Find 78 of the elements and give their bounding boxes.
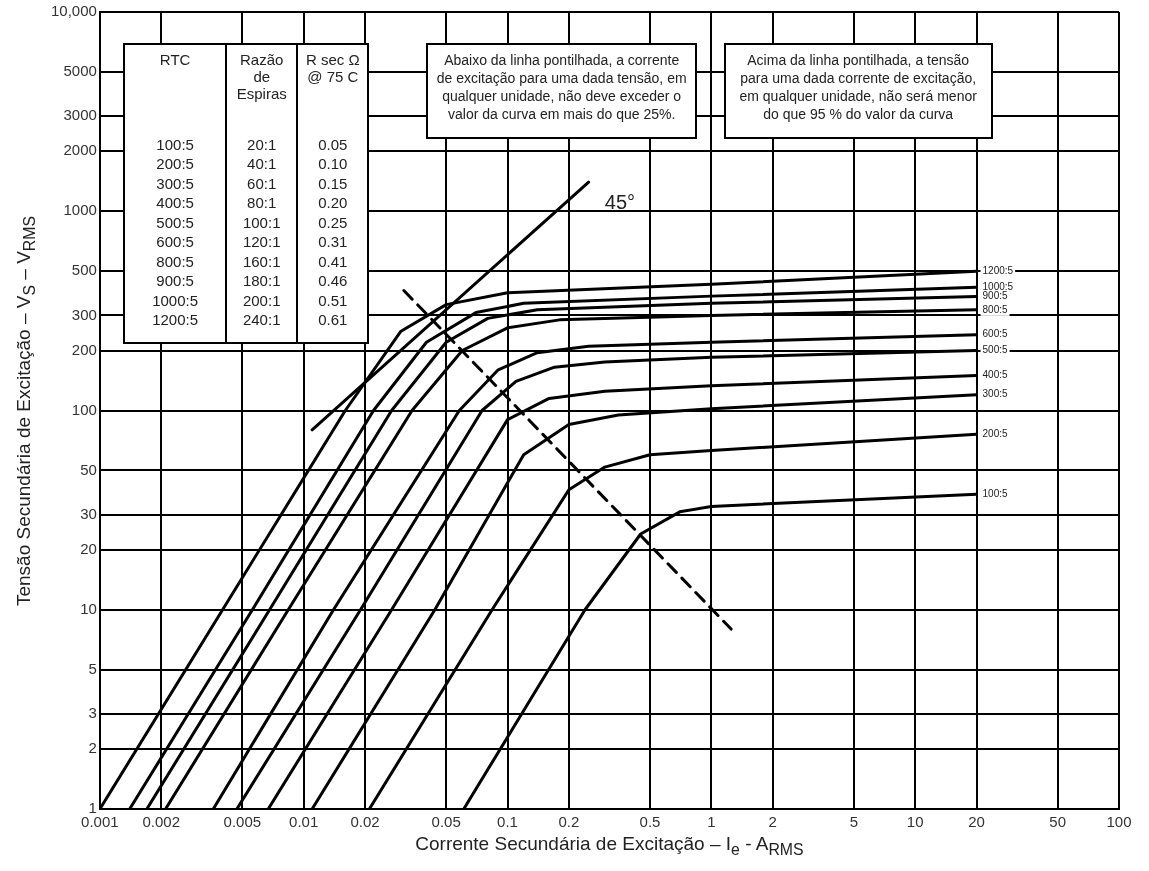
y-tick-label: 20	[80, 539, 97, 557]
x-tick-label: 0.2	[558, 813, 580, 830]
x-tick-label: 1	[707, 813, 716, 830]
annotation: 200:1	[242, 291, 281, 309]
y-tick-label: 10	[80, 599, 97, 617]
annotation: 900:5	[156, 272, 194, 290]
series-label: 1000:5	[982, 281, 1014, 293]
annotation: 40:1	[247, 155, 277, 173]
annotation: 500:5	[156, 213, 194, 231]
series-label: 900:5	[982, 290, 1008, 302]
annotation: 240:1	[242, 311, 281, 329]
annotation: 0.46	[318, 272, 348, 290]
y-tick-label: 50	[80, 460, 97, 478]
x-axis-title: Corrente Secundária de Excitação – I$_{e}$ - A$_{RMS}$	[414, 833, 805, 859]
annotation: 60:1	[247, 174, 277, 192]
annotation: 1200:5	[152, 311, 199, 329]
x-tick-label: 50	[1049, 813, 1066, 830]
annotation: R sec Ω @ 75 C	[304, 50, 361, 87]
y-tick-label: 5000	[63, 62, 97, 80]
annotation: Acima da linha pontilhada, a tensão para uma dada corrente de excitação, em qualquer unidade, não será menor do que 95 % do valor da curva	[723, 42, 993, 140]
annotation: Razão de Espiras	[235, 50, 288, 104]
y-tick-label: 3	[88, 704, 97, 722]
y-tick-label: 200	[71, 340, 97, 358]
series-label: 600:5	[982, 328, 1008, 340]
annotation: 0.15	[318, 174, 348, 192]
annotation: 0.51	[318, 291, 348, 309]
annotation: 80:1	[247, 194, 277, 212]
annotation: 800:5	[156, 252, 194, 270]
y-tick-label: 3000	[63, 106, 97, 124]
y-tick-label: 30	[80, 504, 97, 522]
x-tick-label: 5	[849, 813, 858, 830]
x-tick-label: 0.02	[350, 813, 380, 830]
annotation: 1000:5	[152, 291, 199, 309]
y-tick-label: 5	[88, 659, 97, 677]
x-tick-label: 20	[968, 813, 985, 830]
y-tick-label: 500	[71, 261, 97, 279]
series-label: 200:5	[982, 428, 1008, 439]
x-tick-label: 0.5	[639, 813, 661, 830]
x-tick-label: 0.1	[497, 813, 518, 830]
y-tick-label: 100	[71, 400, 97, 418]
x-tick-label: 0.05	[431, 813, 461, 830]
y-tick-label: 2	[88, 739, 97, 757]
series-label: 300:5	[982, 388, 1008, 400]
annotation: 20:1	[247, 135, 277, 153]
annotation: 200:5	[156, 155, 194, 173]
series-label: 800:5	[982, 303, 1008, 315]
series-label: 1200:5	[982, 264, 1014, 276]
series-label: 500:5	[982, 344, 1008, 356]
annotation: Abaixo da linha pontilhada, a corrente de excitação para uma dada tensão, em qualquer unidade, não deve exceder o valor da curva em mais do que 25%.	[426, 42, 697, 140]
annotation: 0.61	[318, 311, 348, 329]
series-label: 400:5	[982, 369, 1008, 381]
series-label: 100:5	[982, 487, 1008, 499]
annotation: 100:1	[242, 213, 281, 231]
y-tick-label: 10,000	[50, 2, 97, 20]
annotation: 0.25	[318, 213, 348, 231]
x-tick-label: 10	[906, 813, 924, 830]
annotation: 300:5	[156, 174, 194, 192]
x-tick-label: 100	[1106, 813, 1132, 830]
x-tick-label: 0.005	[223, 813, 262, 830]
y-tick-label: 2000	[63, 141, 97, 159]
annotation: 0.10	[318, 155, 348, 173]
annotation: 45°	[604, 191, 636, 214]
x-tick-label: 2	[768, 813, 777, 830]
annotation: 0.05	[318, 135, 348, 153]
y-tick-label: 300	[71, 305, 97, 323]
annotation: 0.41	[318, 252, 348, 270]
x-tick-label: 0.01	[289, 813, 319, 830]
annotation: 100:5	[156, 135, 194, 153]
annotation: 180:1	[242, 272, 281, 290]
y-tick-label: 1000	[63, 201, 97, 219]
annotation: 120:1	[242, 233, 281, 251]
annotation: 600:5	[156, 233, 194, 251]
annotation: RTC	[158, 50, 192, 70]
annotation: 400:5	[156, 194, 194, 212]
annotation: 160:1	[242, 252, 281, 270]
x-tick-label: 0.002	[142, 813, 181, 830]
annotation: 0.20	[318, 194, 348, 212]
annotation: 0.31	[318, 233, 348, 251]
